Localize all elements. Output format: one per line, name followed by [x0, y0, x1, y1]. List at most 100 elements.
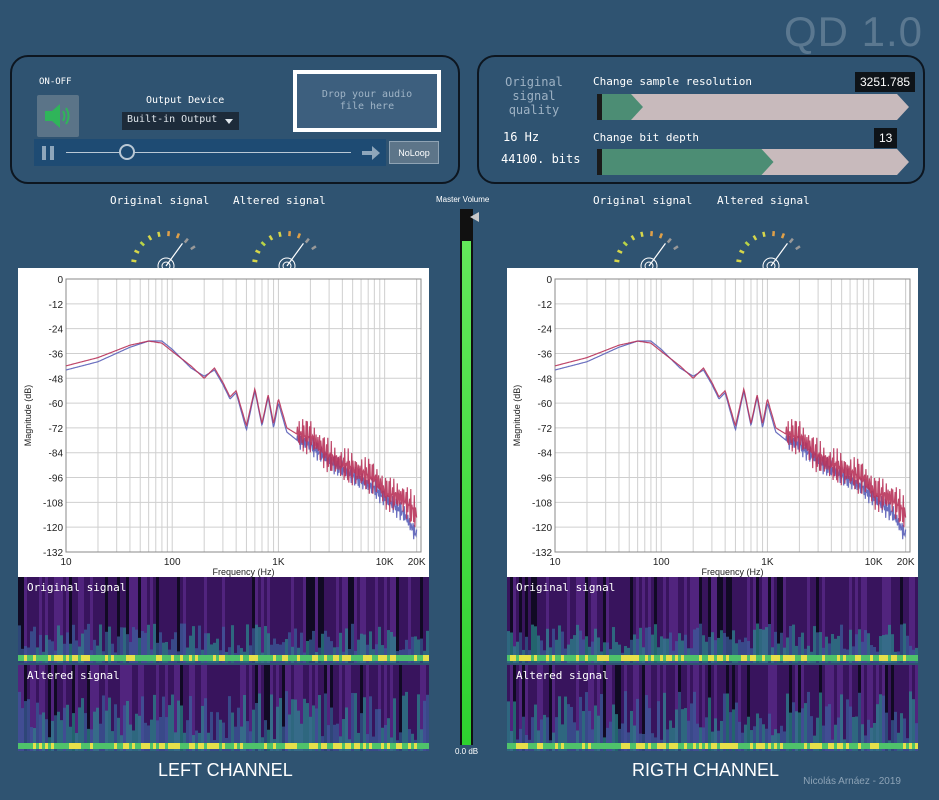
- y-tick-label: -96: [49, 474, 64, 485]
- resolution-value: 3251.785: [855, 72, 916, 92]
- right-spectrograms: Original signal Altered signal: [507, 577, 918, 753]
- meter-tick: [673, 245, 679, 251]
- meter-hub: [762, 257, 780, 272]
- plot-frame: [65, 278, 422, 553]
- drop-zone-text: Drop your audio file here: [321, 89, 413, 112]
- y-tick-label: -72: [49, 424, 64, 435]
- drop-zone[interactable]: Drop your audio file here: [293, 70, 441, 132]
- master-volume-label: Master Volume: [436, 195, 490, 204]
- y-tick-label: -24: [538, 325, 553, 336]
- x-tick-label: 10: [60, 557, 72, 568]
- x-tick-label: 1K: [761, 557, 774, 568]
- right-original-spectrogram: [507, 577, 918, 663]
- y-tick-label: -96: [538, 474, 553, 485]
- meter-hub: [278, 257, 296, 272]
- player-panel: ON-OFF Output Device Built-in Output Dro…: [10, 55, 460, 184]
- resolution-slider[interactable]: [597, 94, 909, 120]
- meter-needle: [648, 242, 666, 267]
- y-tick-label: -72: [538, 424, 553, 435]
- left-channel-label: LEFT CHANNEL: [158, 760, 293, 780]
- meter-tick: [183, 237, 189, 244]
- app-title: QD 1.0: [783, 8, 923, 55]
- meter-tick: [255, 249, 261, 254]
- x-tick-label: 20K: [408, 557, 426, 568]
- master-volume-db: 0.0 dB: [455, 747, 479, 756]
- right-original-meter-label: Original signal: [593, 194, 693, 207]
- chevron-down-icon: [225, 119, 233, 124]
- y-tick-label: -120: [532, 523, 552, 534]
- meter-tick: [795, 245, 801, 251]
- quality-bits: 44100. bits: [501, 152, 581, 166]
- master-volume-level: [462, 241, 471, 745]
- meter-tick: [157, 231, 161, 237]
- meter-tick: [260, 241, 266, 247]
- meter-hub: [640, 257, 658, 272]
- right-altered-spectrogram: [507, 665, 918, 751]
- left-spectrograms: Original signal Altered signal: [18, 577, 429, 753]
- quality-panel: Original signal quality 16 Hz 44100. bit…: [477, 55, 925, 184]
- speaker-icon: [45, 104, 70, 128]
- y-tick-label: -12: [49, 300, 64, 311]
- meter-tick: [268, 234, 274, 241]
- meter-tick: [622, 241, 628, 247]
- y-tick-label: -48: [538, 374, 553, 385]
- y-tick-label: -108: [532, 498, 552, 509]
- y-tick-label: -120: [43, 523, 63, 534]
- meter-tick: [614, 259, 620, 263]
- series-line-1: [65, 340, 418, 540]
- master-volume-handle[interactable]: [470, 212, 484, 222]
- output-device-label: Output Device: [146, 95, 225, 106]
- meter-tick: [640, 231, 644, 237]
- y-tick-label: 0: [57, 275, 63, 286]
- meter-tick: [788, 237, 794, 244]
- y-tick-label: -84: [538, 449, 553, 460]
- y-tick-label: -36: [538, 349, 553, 360]
- meter-tick: [252, 259, 258, 263]
- left-altered-spectrogram-label: Altered signal: [27, 669, 120, 682]
- y-tick-label: -60: [49, 399, 64, 410]
- onoff-label: ON-OFF: [39, 77, 72, 87]
- series-line-1: [554, 340, 907, 540]
- y-tick-label: -60: [538, 399, 553, 410]
- x-tick-label: 10K: [865, 557, 883, 568]
- playback-track[interactable]: [66, 152, 351, 153]
- left-altered-meter: [252, 231, 317, 272]
- quality-hz: 16 Hz: [503, 130, 540, 144]
- pause-icon[interactable]: [42, 146, 54, 160]
- left-original-spectrogram-label: Original signal: [27, 581, 127, 594]
- bitdepth-slider[interactable]: [597, 149, 909, 175]
- meter-tick: [147, 234, 153, 241]
- y-tick-label: -108: [43, 498, 63, 509]
- x-tick-label: 10: [549, 557, 561, 568]
- x-tick-label: 100: [653, 557, 670, 568]
- meter-tick: [736, 259, 742, 263]
- meter-tick: [134, 249, 140, 254]
- meter-tick: [739, 249, 745, 254]
- onoff-button[interactable]: [37, 95, 79, 137]
- arrow-right-icon[interactable]: [362, 146, 380, 160]
- y-tick-label: -132: [43, 548, 63, 559]
- x-tick-label: 10K: [376, 557, 394, 568]
- playback-knob[interactable]: [119, 144, 135, 160]
- output-device-value: Built-in Output: [127, 114, 218, 125]
- quality-label: Original signal quality: [505, 75, 563, 117]
- left-original-meter-label: Original signal: [110, 194, 210, 207]
- meter-tick: [190, 245, 196, 251]
- meter-tick: [311, 245, 317, 251]
- series-line-2: [65, 340, 418, 528]
- master-volume-track[interactable]: [460, 209, 473, 745]
- y-tick-label: -132: [532, 548, 552, 559]
- x-axis-label: Frequency (Hz): [212, 567, 274, 577]
- output-device-select[interactable]: Built-in Output: [122, 112, 239, 130]
- y-tick-label: -24: [49, 325, 64, 336]
- meter-tick: [762, 231, 766, 237]
- loop-button[interactable]: NoLoop: [389, 141, 439, 164]
- right-altered-spectrogram-label: Altered signal: [516, 669, 609, 682]
- meter-tick: [617, 249, 623, 254]
- plot-frame: [554, 278, 911, 553]
- x-tick-label: 20K: [897, 557, 915, 568]
- meter-tick: [278, 231, 282, 237]
- meter-tick: [139, 241, 145, 247]
- bitdepth-label: Change bit depth: [593, 131, 699, 144]
